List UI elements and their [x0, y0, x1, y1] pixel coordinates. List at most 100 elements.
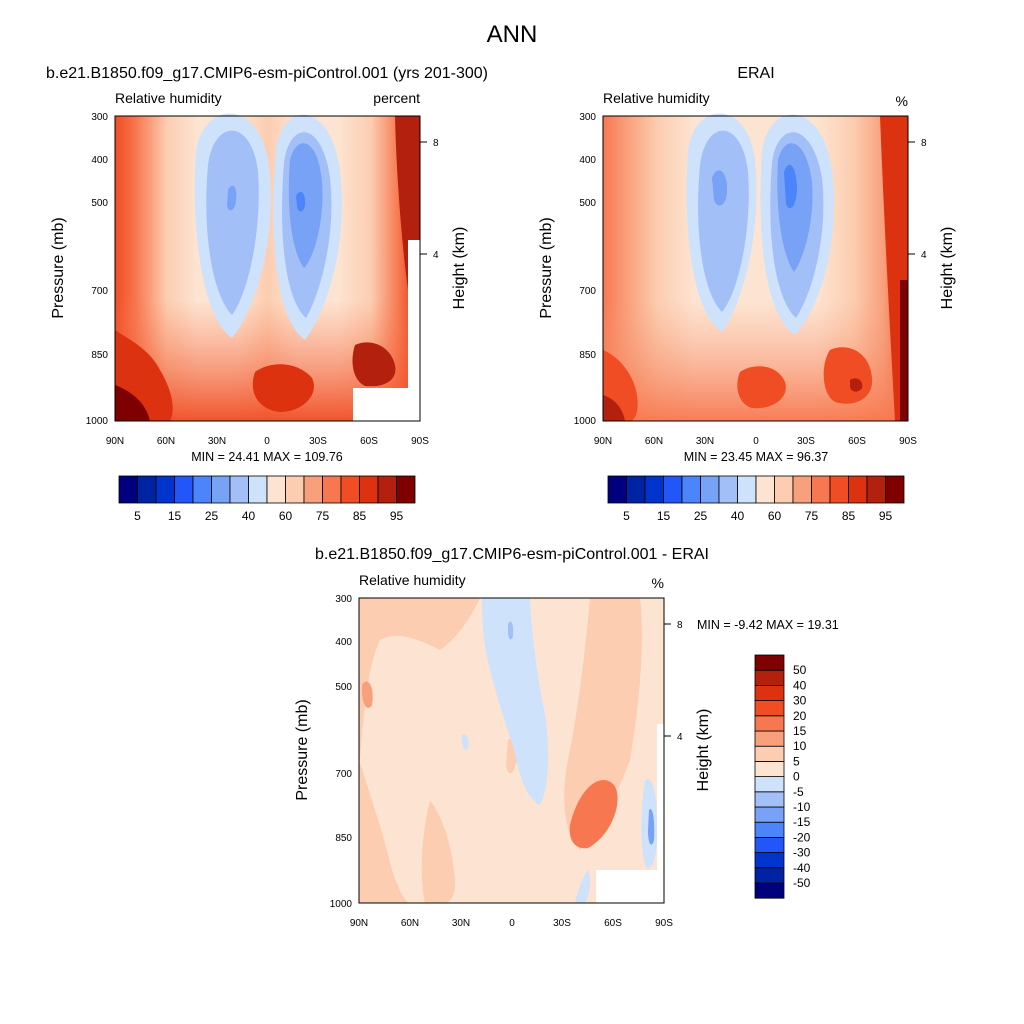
svg-text:90N: 90N: [106, 436, 124, 447]
colorbar-label: 95: [390, 509, 404, 523]
colorbar-swatch: [644, 475, 664, 504]
colorbar-swatch: [718, 475, 738, 504]
colorbar-swatch: [792, 475, 812, 504]
svg-text:500: 500: [91, 198, 108, 209]
x-axis: 90N 60N 30N 0 30S 60S 90S: [106, 436, 429, 447]
colorbar-swatch: [285, 475, 305, 504]
svg-text:90S: 90S: [655, 918, 673, 929]
colorbar-label: 25: [694, 509, 708, 523]
colorbar: 5 15 25 40 60 75 85 95: [118, 475, 416, 523]
svg-text:300: 300: [335, 594, 352, 605]
colorbar-swatch: [737, 475, 757, 504]
colorbar-swatch: [774, 475, 794, 504]
colorbar-swatch: [303, 475, 323, 504]
case-title: b.e21.B1850.f09_g17.CMIP6-esm-piControl.…: [315, 546, 709, 563]
colorbar-swatch: [754, 730, 785, 747]
colorbar-swatch: [322, 475, 342, 504]
svg-text:300: 300: [579, 112, 596, 123]
colorbar-swatch: [754, 776, 785, 793]
svg-text:850: 850: [91, 350, 108, 361]
contour-field: [359, 598, 664, 903]
svg-text:1000: 1000: [86, 416, 109, 427]
svg-text:8: 8: [433, 138, 439, 149]
svg-text:700: 700: [91, 286, 108, 297]
colorbar-swatch: [754, 806, 785, 823]
units-label: %: [896, 93, 908, 109]
y-axis: 300 400 500 700 850 1000: [86, 112, 109, 427]
y2-axis-label: Height (km): [939, 227, 956, 310]
x-axis: 90N 60N 30N 0 30S 60S 90S: [350, 918, 673, 929]
colorbar-swatch: [755, 475, 775, 504]
height-axis: 8 4: [664, 620, 683, 743]
colorbar-label: -15: [793, 815, 811, 829]
colorbar-swatch: [192, 475, 212, 504]
height-axis: 8 4: [420, 138, 439, 261]
variable-title: Relative humidity: [359, 572, 466, 588]
svg-text:60N: 60N: [401, 918, 419, 929]
y-axis-label: Pressure (mb): [294, 699, 311, 800]
svg-text:30S: 30S: [309, 436, 327, 447]
svg-text:30S: 30S: [797, 436, 815, 447]
y-axis: 300 400 500 700 850 1000: [574, 112, 597, 427]
svg-text:60N: 60N: [645, 436, 663, 447]
svg-text:90S: 90S: [411, 436, 429, 447]
colorbar-swatch: [359, 475, 379, 504]
colorbar-swatch: [754, 867, 785, 884]
variable-title: Relative humidity: [603, 90, 710, 106]
panel-erai: ERAI Relative humidity % 300 400 500: [538, 65, 956, 523]
svg-text:90S: 90S: [899, 436, 917, 447]
y2-axis-label: Height (km): [451, 227, 468, 310]
contour-field: [115, 113, 420, 421]
colorbar-label: 25: [205, 509, 219, 523]
colorbar-swatch: [607, 475, 627, 504]
svg-text:0: 0: [753, 436, 759, 447]
colorbar-swatch: [211, 475, 231, 504]
svg-text:500: 500: [335, 682, 352, 693]
colorbar-label: -40: [793, 861, 811, 875]
colorbar-swatch: [754, 882, 785, 899]
svg-text:8: 8: [921, 138, 927, 149]
colorbar-label: 5: [623, 509, 630, 523]
svg-text:4: 4: [433, 250, 439, 261]
colorbar-swatch: [811, 475, 831, 504]
svg-text:90N: 90N: [350, 918, 368, 929]
colorbar-label: 40: [242, 509, 256, 523]
svg-text:0: 0: [264, 436, 270, 447]
colorbar-swatch: [754, 791, 785, 808]
colorbar-label: 75: [805, 509, 819, 523]
svg-text:30N: 30N: [696, 436, 714, 447]
colorbar-label: 5: [793, 754, 800, 768]
y-axis-label: Pressure (mb): [538, 217, 555, 318]
colorbar-swatch: [754, 852, 785, 869]
min-max-stats: MIN = -9.42 MAX = 19.31: [697, 618, 839, 632]
y-axis-label: Pressure (mb): [50, 217, 67, 318]
colorbar-label: 75: [316, 509, 330, 523]
svg-text:60S: 60S: [604, 918, 622, 929]
colorbar-swatch: [229, 475, 249, 504]
svg-text:60S: 60S: [360, 436, 378, 447]
colorbar-label: 85: [842, 509, 856, 523]
colorbar-label: -30: [793, 846, 811, 860]
y-axis: 300 400 500 700 850 1000: [330, 594, 353, 910]
colorbar-swatch: [829, 475, 849, 504]
plot-frame: [114, 115, 421, 422]
svg-text:400: 400: [335, 637, 352, 648]
panel-model: b.e21.B1850.f09_g17.CMIP6-esm-piControl.…: [46, 65, 488, 523]
colorbar-swatch: [174, 475, 194, 504]
units-label: percent: [373, 90, 420, 106]
units-label: %: [652, 575, 664, 591]
colorbar-swatch: [681, 475, 701, 504]
colorbar-label: 40: [793, 678, 807, 692]
colorbar-swatch: [754, 715, 785, 732]
colorbar-swatch: [754, 685, 785, 702]
svg-text:8: 8: [677, 620, 683, 631]
colorbar-swatch: [248, 475, 268, 504]
colorbar-label: -5: [793, 785, 804, 799]
colorbar-label: 10: [793, 739, 807, 753]
colorbar-label: 85: [353, 509, 367, 523]
svg-text:0: 0: [509, 918, 515, 929]
case-title: ERAI: [737, 65, 774, 82]
colorbar-label: 15: [168, 509, 182, 523]
colorbar-swatch: [626, 475, 646, 504]
